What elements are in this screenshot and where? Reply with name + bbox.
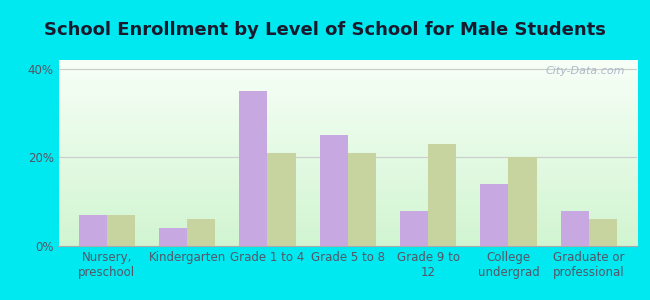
Bar: [428, 144, 456, 246]
Bar: [79, 215, 107, 246]
Bar: [508, 158, 536, 246]
Bar: [480, 184, 508, 246]
Bar: [267, 153, 296, 246]
Text: School Enrollment by Level of School for Male Students: School Enrollment by Level of School for…: [44, 21, 606, 39]
Bar: [561, 211, 589, 246]
Bar: [320, 135, 348, 246]
Bar: [239, 91, 267, 246]
Bar: [348, 153, 376, 246]
Bar: [159, 228, 187, 246]
Bar: [107, 215, 135, 246]
Bar: [187, 219, 215, 246]
Text: City-Data.com: City-Data.com: [546, 66, 625, 76]
Bar: [589, 219, 617, 246]
Bar: [400, 211, 428, 246]
